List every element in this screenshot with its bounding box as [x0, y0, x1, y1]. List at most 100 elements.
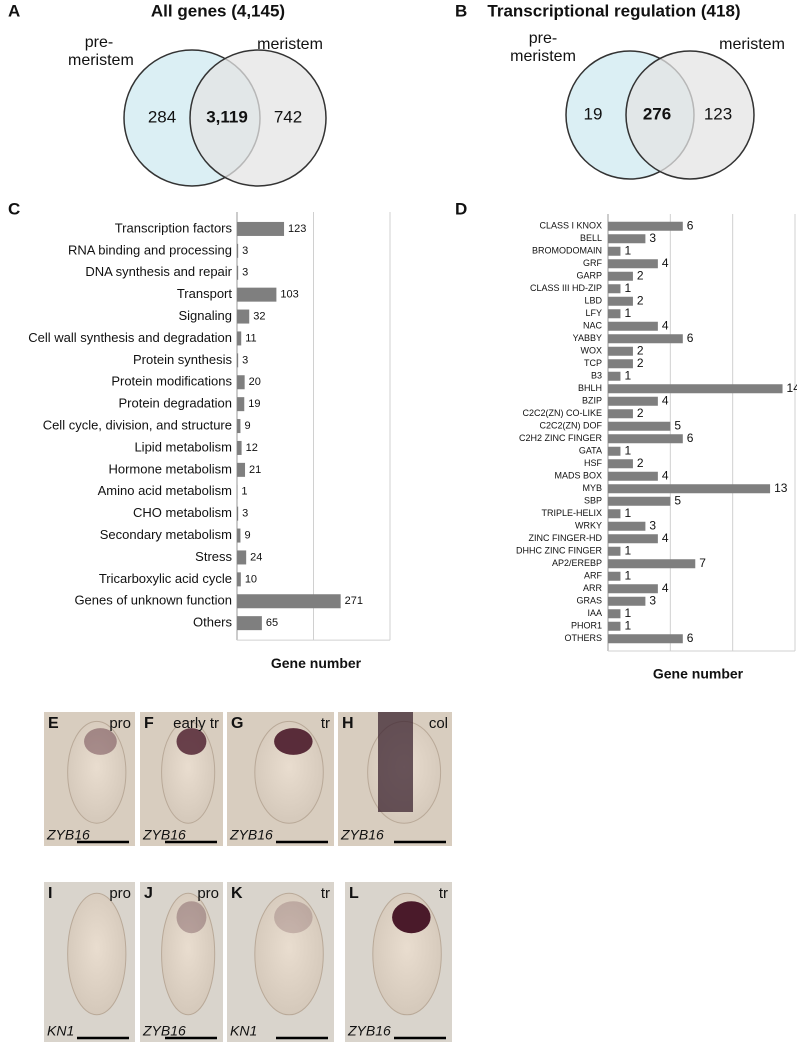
value-label: 9 — [244, 420, 250, 432]
tissue — [254, 892, 324, 1016]
value-label: 2 — [637, 268, 644, 282]
category-label: Genes of unknown function — [74, 593, 232, 608]
micrograph-panel-label: K — [231, 885, 243, 902]
category-label: PHOR1 — [571, 621, 602, 631]
category-label: AP2/EREBP — [552, 558, 602, 568]
bar — [237, 419, 241, 434]
bar — [608, 396, 658, 406]
value-label: 4 — [662, 318, 669, 332]
category-label: OTHERS — [564, 633, 602, 643]
bar — [237, 528, 241, 543]
micrograph-stage: early tr — [173, 715, 219, 732]
value-label: 11 — [245, 332, 256, 344]
bar — [608, 359, 633, 369]
category-label: CLASS I KNOX — [539, 221, 602, 231]
category-label: GRAS — [576, 596, 602, 606]
category-label: ARR — [583, 583, 603, 593]
value-label: 10 — [245, 573, 257, 585]
bar — [608, 596, 646, 606]
bar — [237, 594, 341, 609]
panel-label: C — [8, 199, 20, 218]
category-label: Transport — [177, 286, 233, 301]
stain — [84, 728, 117, 755]
value-label: 1 — [624, 606, 631, 620]
micrograph-panel-label: E — [48, 715, 59, 732]
x-axis-label: Gene number — [271, 655, 362, 671]
bar — [608, 459, 633, 469]
venn-count: 284 — [148, 107, 176, 126]
bar — [608, 534, 658, 544]
category-label: MYB — [582, 483, 602, 493]
value-label: 65 — [266, 617, 278, 629]
tissue — [67, 892, 127, 1016]
value-label: 1 — [624, 368, 631, 382]
category-label: GRF — [583, 258, 603, 268]
category-label: Transcription factors — [115, 220, 233, 235]
bar — [608, 584, 658, 594]
venn-title: All genes (4,145) — [151, 1, 285, 20]
value-label: 5 — [674, 493, 681, 507]
panel-label: D — [455, 199, 467, 218]
value-label: 6 — [687, 431, 694, 445]
category-label: LFY — [585, 308, 602, 318]
bar — [608, 296, 633, 306]
value-label: 1 — [624, 443, 631, 457]
micrograph-stage: tr — [321, 715, 330, 732]
category-label: C2H2 ZINC FINGER — [519, 433, 603, 443]
category-label: NAC — [583, 321, 603, 331]
value-label: 20 — [249, 376, 261, 388]
value-label: 4 — [662, 468, 669, 482]
micrograph-stage: col — [429, 715, 448, 732]
micrograph-gene: ZYB16 — [46, 827, 90, 843]
venn-set — [625, 50, 755, 180]
value-label: 3 — [649, 231, 656, 245]
value-label: 1 — [624, 243, 631, 257]
value-label: 13 — [774, 481, 788, 495]
bar — [608, 346, 633, 356]
category-label: Protein modifications — [111, 374, 232, 389]
value-label: 4 — [662, 256, 669, 270]
micrograph-gene: ZYB16 — [229, 827, 273, 843]
category-label: DHHC ZINC FINGER — [516, 546, 602, 556]
category-label: Cell cycle, division, and structure — [43, 417, 232, 432]
micrograph-stage: pro — [109, 885, 131, 902]
bar — [608, 484, 771, 494]
bar — [608, 284, 621, 294]
micrograph-panel-label: F — [144, 715, 154, 732]
venn-set-name: pre-meristem — [68, 34, 134, 69]
venn-set-name: meristem — [257, 36, 323, 53]
bar — [608, 371, 621, 381]
bar — [237, 440, 242, 455]
bar — [608, 384, 783, 394]
category-label: ZINC FINGER-HD — [529, 533, 603, 543]
category-label: C2C2(ZN) DOF — [540, 421, 603, 431]
value-label: 3 — [242, 354, 248, 366]
value-label: 3 — [242, 245, 248, 257]
value-label: 12 — [246, 442, 258, 454]
venn-count: 123 — [704, 104, 732, 123]
bar — [608, 471, 658, 481]
micrograph-gene: ZYB16 — [347, 1023, 391, 1039]
micrograph-panel-label: L — [349, 885, 359, 902]
bar — [608, 609, 621, 619]
value-label: 2 — [637, 356, 644, 370]
value-label: 19 — [248, 398, 260, 410]
value-label: 4 — [662, 531, 669, 545]
category-label: Secondary metabolism — [100, 527, 232, 542]
micrograph-panel-label: H — [342, 715, 354, 732]
value-label: 3 — [649, 593, 656, 607]
bar — [237, 265, 239, 280]
bar — [237, 462, 246, 477]
value-label: 9 — [244, 529, 250, 541]
venn-title: Transcriptional regulation (418) — [487, 1, 740, 20]
stain — [274, 728, 313, 755]
venn-set-name: pre-meristem — [510, 30, 576, 65]
tissue — [67, 720, 127, 824]
